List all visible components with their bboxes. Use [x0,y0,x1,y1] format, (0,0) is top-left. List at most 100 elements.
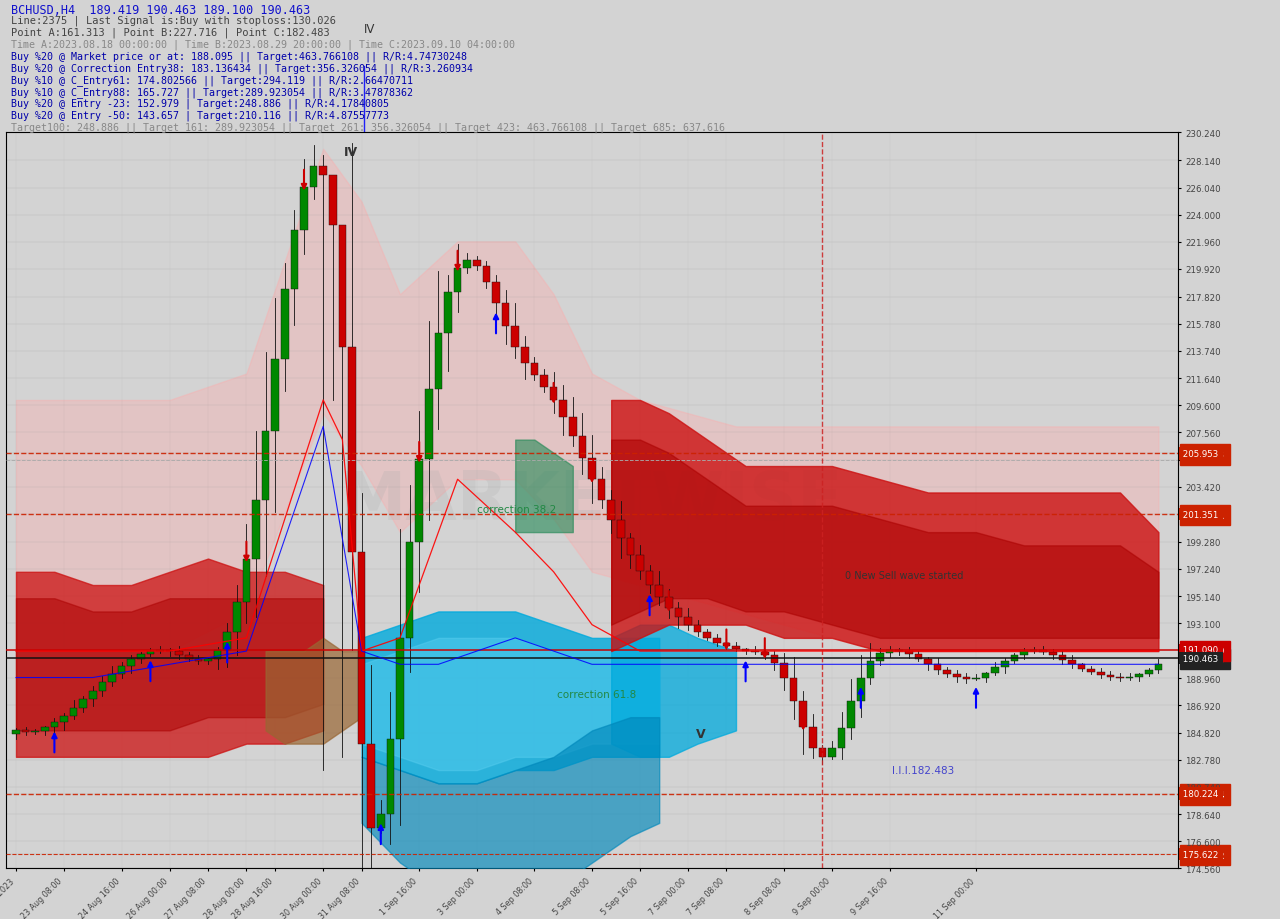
Text: V: V [696,727,705,740]
Bar [1078,664,1085,669]
Bar [22,731,29,732]
Text: Line:2375 | Last Signal is:Buy with stoploss:130.026: Line:2375 | Last Signal is:Buy with stop… [12,16,337,27]
Bar [358,552,366,743]
Text: 190.463: 190.463 [1180,654,1221,663]
Bar [1050,652,1057,655]
Text: MARKETWISE: MARKETWISE [340,468,844,534]
Bar [32,731,40,732]
Bar [570,417,577,437]
Bar [742,650,750,652]
Bar [118,666,125,674]
Bar [444,292,452,334]
Bar [589,459,596,480]
Bar [579,437,586,459]
Bar [262,431,270,500]
Bar [205,660,212,662]
Text: Buy %20 @ Correction Entry38: 183.136434 || Target:356.326054 || R/R:3.260934: Buy %20 @ Correction Entry38: 183.136434… [12,63,474,74]
Bar [512,327,520,347]
Bar [723,643,730,647]
Bar [905,652,913,654]
Bar [1135,675,1143,677]
Bar [809,727,817,748]
Bar [1011,655,1019,661]
Text: Buy %20 @ Entry -23: 152.979 | Target:248.886 || R/R:4.17840805: Buy %20 @ Entry -23: 152.979 | Target:24… [12,99,389,109]
Bar [1155,664,1162,671]
Text: correction 38.2: correction 38.2 [477,505,556,515]
Bar [271,359,279,431]
Bar [463,261,471,268]
Bar [367,743,375,828]
Bar [531,364,539,376]
Bar [339,226,346,347]
Bar [348,347,356,552]
Bar [867,662,874,678]
Bar [320,167,328,176]
Bar [771,655,778,663]
Bar [896,651,904,652]
Bar [378,814,385,828]
Text: I.I.I.182.483: I.I.I.182.483 [892,765,954,775]
Bar [838,728,846,749]
Bar [1069,660,1076,664]
Bar [474,261,481,267]
Bar [1107,675,1115,677]
Bar [1039,651,1047,652]
Bar [952,675,960,677]
Bar [858,678,865,702]
Bar [934,664,942,670]
Bar [109,674,116,682]
Bar [646,572,653,585]
Bar [175,652,183,655]
Bar [60,716,68,722]
Text: Time A:2023.08.18 00:00:00 | Time B:2023.08.29 20:00:00 | Time C:2023.09.10 04:0: Time A:2023.08.18 00:00:00 | Time B:2023… [12,40,516,50]
Bar [1001,661,1009,668]
Bar [329,176,337,226]
Bar [1030,651,1038,652]
Text: Buy %20 @ Entry -50: 143.657 | Target:210.116 || R/R:4.87557773: Buy %20 @ Entry -50: 143.657 | Target:21… [12,110,389,121]
Text: 205.953: 205.953 [1180,449,1221,459]
Text: 201.351: 201.351 [1180,510,1221,519]
Bar [425,390,433,460]
Bar [195,660,202,662]
Bar [666,597,673,608]
Bar [128,660,136,666]
Bar [627,539,635,556]
Bar [493,282,500,304]
Bar [186,655,193,660]
Bar [41,728,49,731]
Bar [416,460,422,543]
Bar [137,654,145,660]
Bar [559,401,567,417]
Bar [387,739,394,814]
Bar [301,187,308,231]
Bar [406,543,413,638]
Text: Buy %20 @ Market price or at: 188.095 || Target:463.766108 || R/R:4.74730248: Buy %20 @ Market price or at: 188.095 ||… [12,51,467,62]
Text: IV: IV [344,146,358,159]
Bar [924,659,932,664]
Bar [828,749,836,757]
Bar [1097,673,1105,675]
Text: 175.622: 175.622 [1180,850,1221,859]
Bar [243,559,251,603]
Bar [13,731,20,734]
Text: BCHUSD,H4  189.419 190.463 189.100 190.463: BCHUSD,H4 189.419 190.463 189.100 190.46… [12,4,311,17]
Bar [760,652,768,655]
Bar [51,722,59,728]
Bar [1146,671,1153,675]
Bar [799,701,808,727]
Text: correction 61.8: correction 61.8 [558,689,636,699]
Bar [521,347,529,364]
Bar [291,231,298,290]
Bar [819,748,827,757]
Text: 180.224: 180.224 [1180,789,1221,799]
Bar [732,647,740,650]
Bar [252,500,260,559]
Bar [90,691,97,699]
Bar [992,668,1000,674]
Bar [310,167,317,187]
Bar [694,626,701,632]
Bar [435,334,443,390]
Bar [617,520,625,539]
Bar [483,267,490,282]
Bar [636,556,644,572]
